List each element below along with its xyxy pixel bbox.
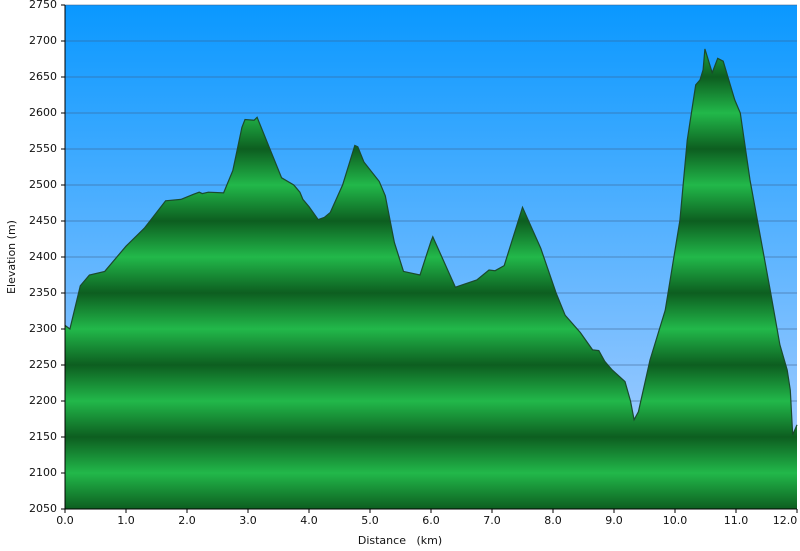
x-tick-label: 10.0 [663, 514, 688, 527]
y-tick-label: 2450 [29, 214, 57, 227]
x-tick-label: 0.0 [56, 514, 74, 527]
y-tick-label: 2400 [29, 250, 57, 263]
x-tick-label: 2.0 [178, 514, 196, 527]
elevation-area [65, 48, 797, 510]
y-tick-label: 2100 [29, 466, 57, 479]
x-tick-label: 8.0 [544, 514, 562, 527]
x-tick-label: 11.0 [724, 514, 749, 527]
y-tick-label: 2700 [29, 34, 57, 47]
y-tick-label: 2500 [29, 178, 57, 191]
y-tick-label: 2200 [29, 394, 57, 407]
x-tick-label: 9.0 [605, 514, 623, 527]
y-tick-label: 2750 [29, 0, 57, 11]
y-tick-label: 2600 [29, 106, 57, 119]
y-tick-label: 2650 [29, 70, 57, 83]
y-axis-title: Elevation (m) [5, 220, 18, 294]
y-tick-label: 2150 [29, 430, 57, 443]
x-tick-label: 7.0 [483, 514, 501, 527]
y-tick-label: 2250 [29, 358, 57, 371]
y-tick-label: 2350 [29, 286, 57, 299]
x-tick-label: 4.0 [300, 514, 318, 527]
y-tick-label: 2550 [29, 142, 57, 155]
elevation-line [64, 48, 798, 436]
x-tick-label: 1.0 [117, 514, 135, 527]
x-axis-title: Distance (km) [358, 534, 442, 547]
x-tick-label: 12.0 [773, 514, 798, 527]
x-tick-label: 5.0 [361, 514, 379, 527]
y-tick-label: 2050 [29, 502, 57, 515]
x-tick-label: 3.0 [239, 514, 257, 527]
x-tick-label: 6.0 [422, 514, 440, 527]
y-tick-label: 2300 [29, 322, 57, 335]
